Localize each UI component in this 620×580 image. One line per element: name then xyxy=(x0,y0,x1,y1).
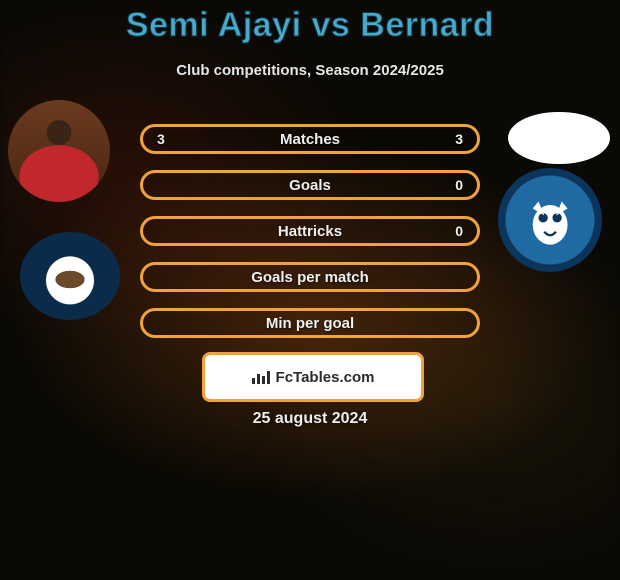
snapshot-date: 25 august 2024 xyxy=(0,410,620,428)
stat-label: Hattricks xyxy=(143,223,477,240)
player1-name: Semi Ajayi xyxy=(126,6,302,44)
stat-row-goals-per-match: Goals per match xyxy=(140,262,480,292)
page-title: Semi Ajayi vs Bernard xyxy=(0,6,620,45)
stat-pill: 3 Matches 3 xyxy=(140,124,480,154)
player2-name: Bernard xyxy=(360,6,494,44)
stat-pill: Min per goal xyxy=(140,308,480,338)
stat-row-matches: 3 Matches 3 xyxy=(140,124,480,154)
stat-label: Min per goal xyxy=(143,315,477,332)
watermark: FcTables.com xyxy=(202,352,424,402)
stat-row-goals: Goals 0 xyxy=(140,170,480,200)
watermark-text: FcTables.com xyxy=(252,369,375,386)
stat-right-value: 0 xyxy=(455,223,463,239)
player2-portrait-placeholder xyxy=(508,112,610,164)
stat-pill: Hattricks 0 xyxy=(140,216,480,246)
player2-club-crest xyxy=(498,168,602,272)
player2-portrait xyxy=(508,112,610,164)
watermark-label: FcTables.com xyxy=(276,369,375,386)
stat-left-value: 3 xyxy=(157,131,165,147)
player1-portrait xyxy=(8,100,110,202)
stat-label: Goals per match xyxy=(143,269,477,286)
stat-pill: Goals per match xyxy=(140,262,480,292)
stat-right-value: 0 xyxy=(455,177,463,193)
stat-label: Matches xyxy=(143,131,477,148)
player1-club-crest xyxy=(20,232,120,320)
comparison-card: Semi Ajayi vs Bernard Club competitions,… xyxy=(0,0,620,580)
stat-row-hattricks: Hattricks 0 xyxy=(140,216,480,246)
subtitle: Club competitions, Season 2024/2025 xyxy=(0,62,620,79)
bar-chart-icon xyxy=(252,369,272,385)
swfc-crest-placeholder xyxy=(498,168,602,272)
player1-portrait-placeholder xyxy=(8,100,110,202)
stat-label: Goals xyxy=(143,177,477,194)
stat-pill: Goals 0 xyxy=(140,170,480,200)
stat-right-value: 3 xyxy=(455,131,463,147)
owl-icon xyxy=(521,191,579,249)
title-connector: vs xyxy=(312,6,351,44)
wba-crest-placeholder xyxy=(20,232,120,320)
stat-row-min-per-goal: Min per goal xyxy=(140,308,480,338)
